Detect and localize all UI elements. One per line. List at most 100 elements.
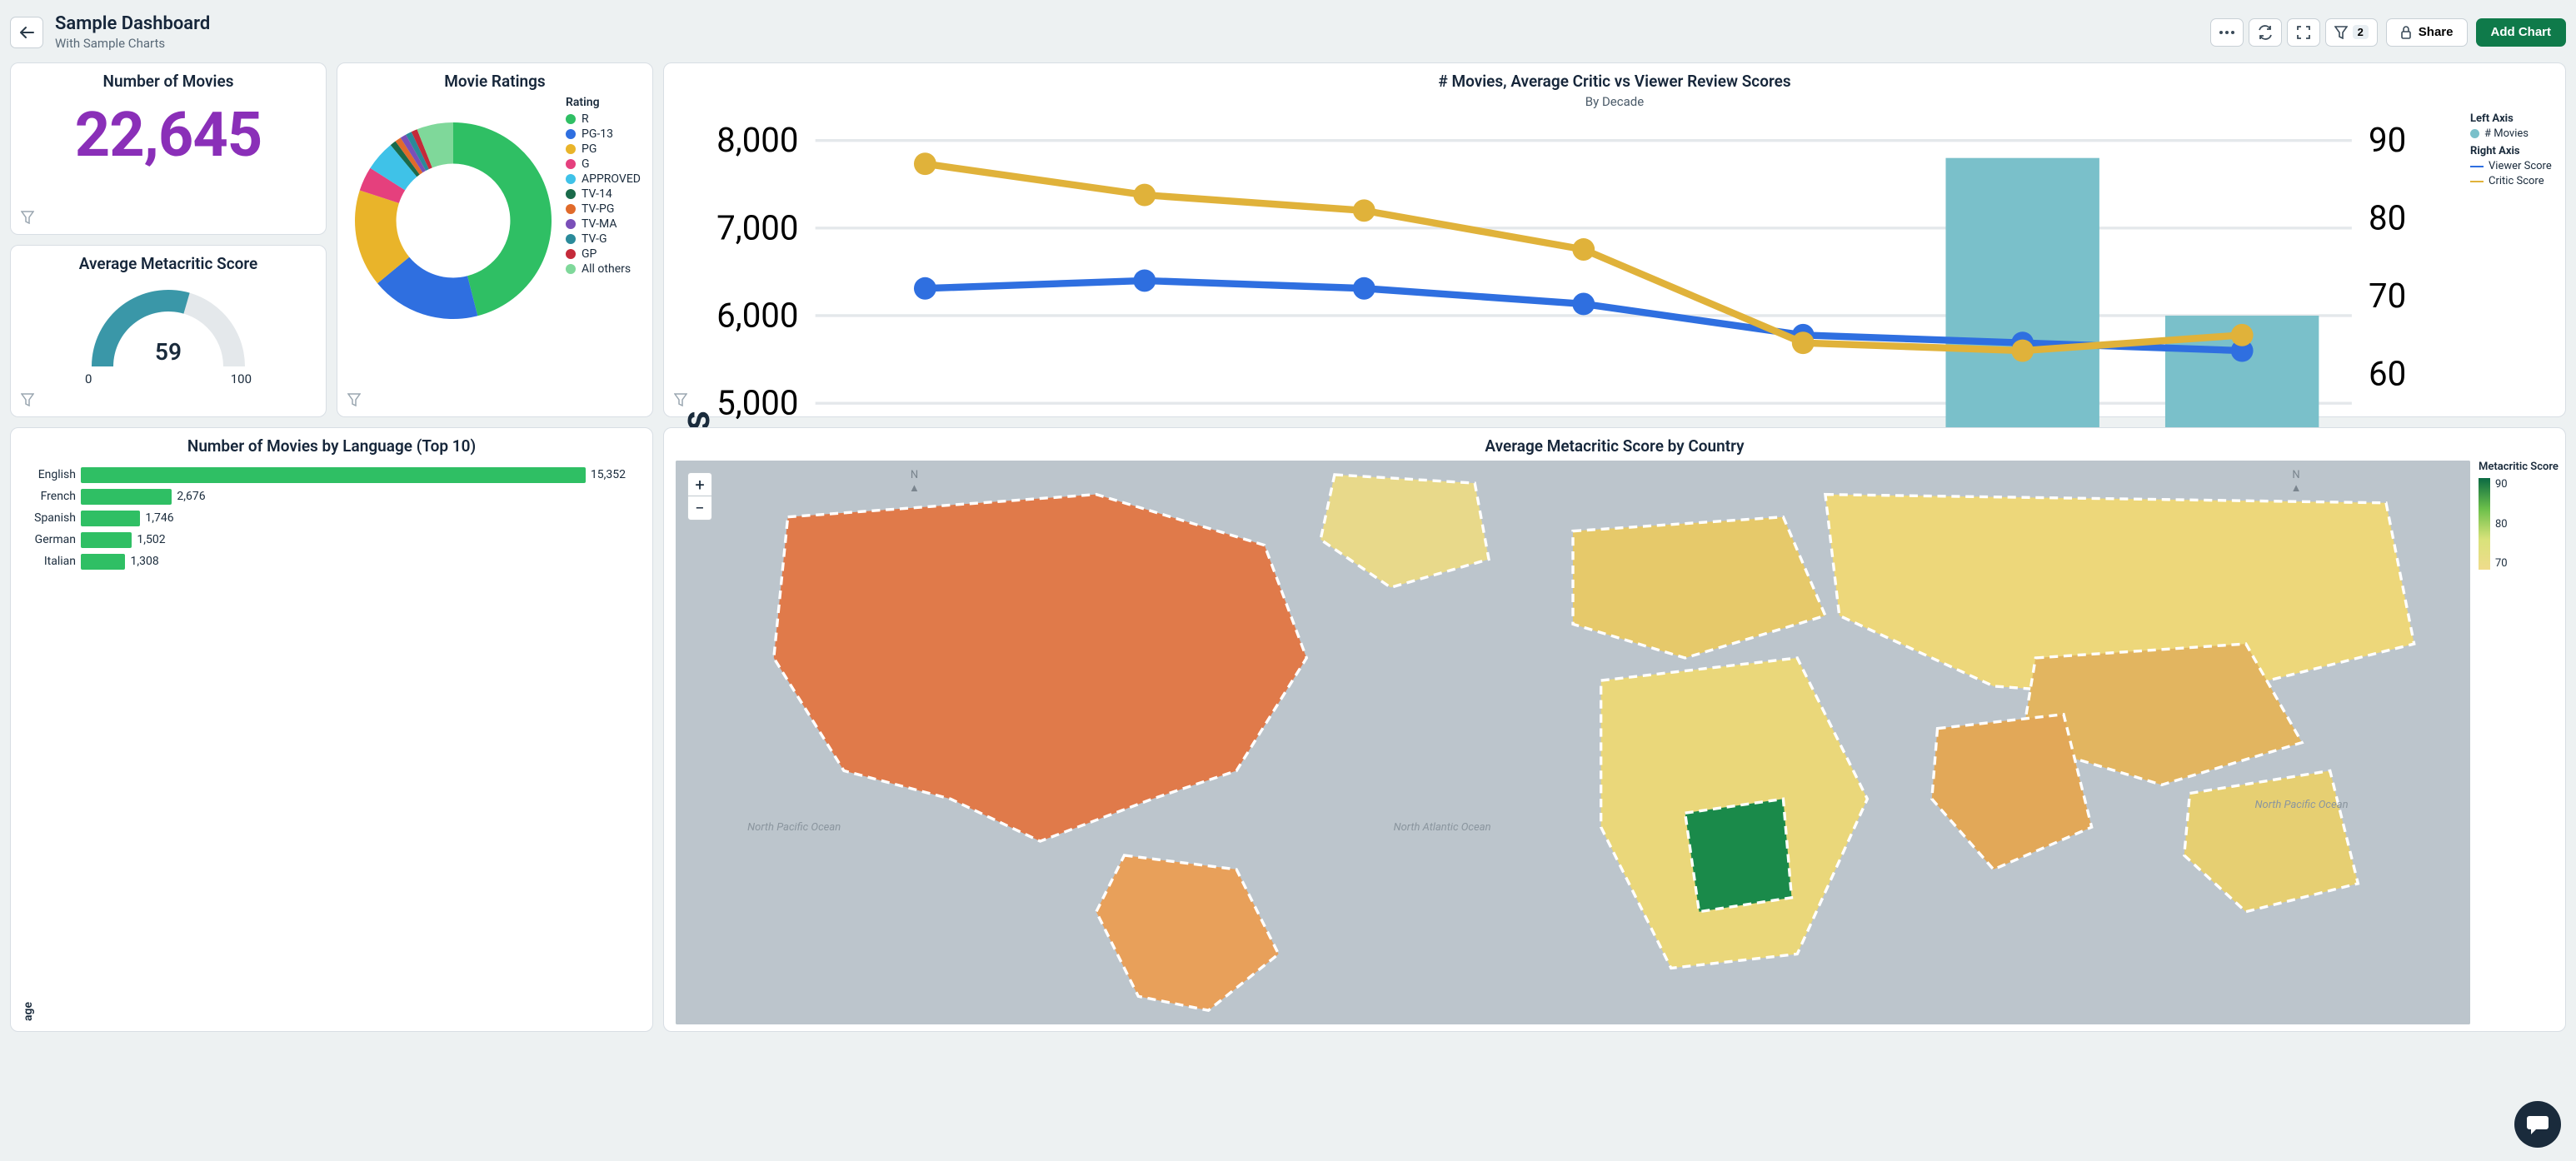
ocean-label: North Pacific Ocean (747, 821, 841, 834)
hbar-fill (81, 554, 125, 570)
card-filter-button[interactable] (674, 393, 687, 410)
hbar-fill (81, 467, 586, 483)
share-label: Share (2419, 25, 2454, 39)
donut-legend: Rating RPG-13PGGAPPROVEDTV-14TV-PGTV-MAT… (566, 96, 641, 277)
legend-item[interactable]: TV-G (566, 232, 641, 246)
card-number-of-movies: Number of Movies 22,645 (10, 62, 327, 235)
legend-swatch (566, 249, 576, 259)
legend-item[interactable]: TV-MA (566, 217, 641, 231)
lock-icon (2400, 26, 2412, 39)
hbar-row[interactable]: Spanish1,746 (81, 507, 626, 529)
hbar-value: 15,352 (591, 468, 626, 481)
add-chart-button[interactable]: Add Chart (2476, 18, 2567, 47)
scale-tick: 90 (2495, 478, 2508, 491)
svg-text:8,000: 8,000 (716, 121, 798, 160)
legend-item[interactable]: TV-PG (566, 202, 641, 216)
card-movie-ratings: Movie Ratings Rating RPG-13PGGAPPROVEDTV… (337, 62, 653, 417)
svg-text:80: 80 (2369, 199, 2406, 238)
svg-text:5,000: 5,000 (716, 384, 798, 423)
hbar-value: 1,308 (130, 555, 158, 568)
svg-text:70: 70 (2369, 277, 2406, 316)
scale-tick: 70 (2495, 557, 2508, 570)
card-score-by-country: Average Metacritic Score by Country + − … (663, 427, 2566, 1032)
hbar-category: English (22, 468, 76, 481)
hbar-row[interactable]: German1,502 (81, 529, 626, 551)
gauge-value: 59 (81, 338, 256, 366)
share-button[interactable]: Share (2386, 18, 2468, 47)
card-title: # Movies, Average Critic vs Viewer Revie… (676, 72, 2554, 91)
funnel-icon (347, 393, 361, 406)
refresh-button[interactable] (2249, 18, 2282, 47)
north-arrow: N▲ (2291, 469, 2302, 495)
legend-item[interactable]: All others (566, 262, 641, 276)
legend-item[interactable]: APPROVED (566, 172, 641, 186)
fullscreen-button[interactable] (2287, 18, 2320, 47)
ocean-label: North Atlantic Ocean (1394, 821, 1491, 834)
legend-label: G (582, 157, 590, 171)
legend-title: Rating (566, 96, 641, 109)
funnel-icon (674, 393, 687, 406)
legend-right-header: Right Axis (2470, 145, 2554, 157)
back-button[interactable] (10, 17, 43, 48)
card-filter-button[interactable] (21, 211, 34, 227)
ocean-label: North Pacific Ocean (2255, 799, 2349, 811)
legend-item[interactable]: TV-14 (566, 187, 641, 201)
card-filter-button[interactable] (347, 393, 361, 410)
legend-swatch (566, 219, 576, 229)
arrow-left-icon (19, 26, 34, 39)
hbar-fill (81, 511, 140, 526)
map-zoom-control: + − (687, 472, 712, 521)
more-button[interactable] (2210, 18, 2244, 47)
hbar-fill (81, 532, 132, 548)
filter-count-badge: 2 (2353, 25, 2369, 39)
zoom-in-button[interactable]: + (688, 473, 711, 496)
legend-item[interactable]: Critic Score (2470, 175, 2554, 187)
filter-button[interactable]: 2 (2325, 18, 2378, 47)
card-title: Average Metacritic Score by Country (676, 436, 2554, 456)
card-filter-button[interactable] (21, 393, 34, 410)
legend-label: PG (582, 142, 597, 156)
legend-swatch (566, 129, 576, 139)
card-metacritic-gauge: Average Metacritic Score 59 0 100 (10, 245, 327, 417)
kpi-value: 22,645 (22, 99, 314, 172)
legend-label: TV-G (582, 232, 607, 246)
legend-item[interactable]: G (566, 157, 641, 171)
hbar-category: Spanish (22, 511, 76, 525)
hbar-row[interactable]: French2,676 (81, 486, 626, 507)
hbar-row[interactable]: English15,352 (81, 464, 626, 486)
legend-item[interactable]: Viewer Score (2470, 160, 2554, 172)
legend-item[interactable]: R (566, 112, 641, 126)
legend-label: PG-13 (582, 127, 613, 141)
legend-item[interactable]: GP (566, 247, 641, 261)
expand-icon (2297, 26, 2310, 39)
legend-label: TV-14 (582, 187, 612, 201)
legend-swatch (566, 264, 576, 274)
chat-fab[interactable] (2514, 1101, 2561, 1148)
legend-swatch (566, 234, 576, 244)
legend-swatch (566, 204, 576, 214)
svg-text:60: 60 (2369, 354, 2406, 393)
legend-swatch (566, 144, 576, 154)
legend-label: APPROVED (582, 172, 641, 186)
zoom-out-button[interactable]: − (688, 496, 711, 520)
hbar-category: French (22, 490, 76, 503)
card-title: Average Metacritic Score (22, 254, 314, 273)
hbar-value: 2,676 (177, 490, 205, 503)
world-map (676, 461, 2470, 1024)
card-movies-by-language: Number of Movies by Language (Top 10) En… (10, 427, 653, 1032)
legend-label: GP (582, 247, 597, 261)
legend-item[interactable]: PG (566, 142, 641, 156)
country-congo[interactable] (1685, 799, 1792, 911)
legend-swatch (566, 174, 576, 184)
card-title: Movie Ratings (349, 72, 641, 91)
svg-text:90: 90 (2369, 121, 2406, 160)
hbar-value: 1,502 (137, 533, 165, 546)
hbar-row[interactable]: Italian1,308 (81, 551, 626, 572)
hbar-category: Italian (22, 555, 76, 568)
legend-left-header: Left Axis (2470, 112, 2554, 125)
legend-label: TV-PG (582, 202, 614, 216)
map-legend-title: Metacritic Score (2479, 461, 2554, 473)
legend-item[interactable]: PG-13 (566, 127, 641, 141)
map-canvas[interactable]: + − North Pacific Ocean North Atlantic Oc… (676, 461, 2470, 1024)
legend-label: All others (582, 262, 631, 276)
